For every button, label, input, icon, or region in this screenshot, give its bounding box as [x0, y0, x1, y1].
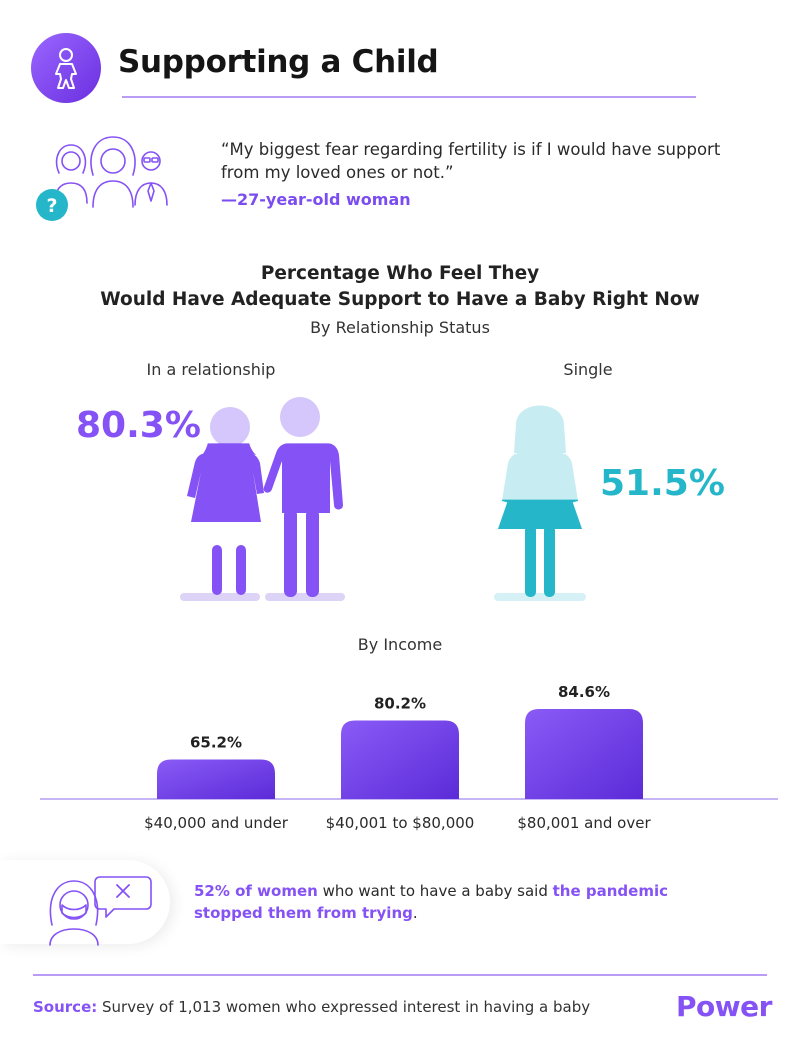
brand-logo: Power — [676, 990, 772, 1023]
close-icon — [112, 880, 134, 906]
income-bar-chart: 65.2% $40,000 and under 80.2% $40,001 to $8… — [0, 670, 800, 849]
baby-icon — [31, 33, 101, 103]
family-icon — [35, 125, 185, 229]
footer-divider — [33, 974, 767, 976]
chart-subtitle: By Relationship Status — [310, 318, 490, 337]
chart-title-line-1: Percentage Who Feel They — [260, 263, 540, 284]
page-title: Supporting a Child — [118, 44, 439, 80]
callout-highlight-1: 52% of women — [194, 882, 318, 900]
single-value: 51.5% — [600, 463, 725, 504]
callout-body-2: . — [412, 904, 418, 922]
relationship-value: 80.3% — [76, 405, 201, 446]
chart-title-line-2: Would Have Adequate Support to Have a Ba… — [100, 289, 700, 310]
single-woman-pictograph — [480, 395, 600, 614]
quote-attribution: —27-year-old woman — [221, 190, 411, 209]
woman-mask-icon — [44, 873, 154, 952]
source-body: Survey of 1,013 women who expressed inte… — [97, 998, 591, 1016]
x-tick-label: $80,001 and over — [517, 814, 651, 832]
single-label: Single — [563, 360, 613, 379]
svg-text:?: ? — [46, 195, 57, 217]
source-note: Source: Survey of 1,013 women who expres… — [33, 998, 590, 1016]
income-subtitle: By Income — [357, 635, 443, 654]
x-tick-label: $40,000 and under — [144, 814, 289, 832]
source-label: Source: — [33, 998, 98, 1016]
income-bar — [341, 720, 459, 799]
chart-title: Percentage Who Feel They Would Have Adeq… — [0, 261, 800, 313]
callout-text: 52% of women who want to have a baby sai… — [194, 880, 714, 924]
quote-text: “My biggest fear regarding fertility is … — [221, 140, 721, 182]
bar-value-label: 84.6% — [558, 683, 610, 701]
bar-value-label: 80.2% — [374, 694, 426, 712]
callout-body-1: who want to have a baby said — [317, 882, 553, 900]
question-icon: ? — [35, 188, 69, 226]
relationship-label: In a relationship — [146, 360, 276, 379]
couple-pictograph — [170, 395, 360, 614]
x-tick-label: $40,001 to $80,000 — [326, 814, 475, 832]
income-bar — [157, 759, 275, 799]
callout-highlight-2: the pandemic stopped them from trying — [194, 882, 668, 922]
bar-value-label: 65.2% — [190, 733, 242, 751]
title-divider — [122, 96, 696, 98]
income-bar — [525, 709, 643, 799]
